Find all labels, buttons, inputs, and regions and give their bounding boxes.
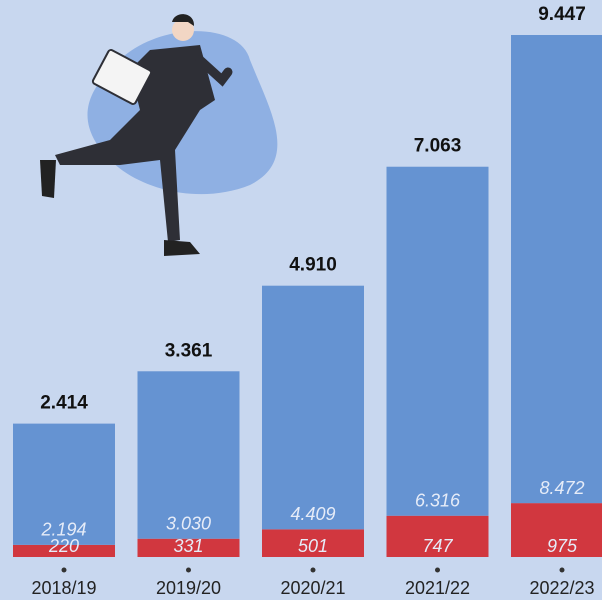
total-label: 2.414 <box>40 393 88 414</box>
segment-label: 220 <box>48 536 79 556</box>
x-tick-label: 2018/19 <box>31 578 96 598</box>
segment-label: 975 <box>547 536 578 556</box>
bar-segment <box>386 515 489 557</box>
total-label: 3.361 <box>165 340 213 361</box>
segment-label: 8.472 <box>539 478 584 498</box>
tick-dot <box>61 567 67 573</box>
tick-dot <box>559 567 565 573</box>
bar-segment <box>511 503 602 557</box>
x-tick-label: 2020/21 <box>280 578 345 598</box>
tick-dot <box>186 567 191 573</box>
tick-dot <box>310 567 316 573</box>
total-label: 4.910 <box>289 255 337 276</box>
bar-segment <box>137 538 240 557</box>
segment-label: 4.409 <box>290 504 335 524</box>
tick-dot <box>435 567 440 573</box>
illustration <box>40 14 278 256</box>
bar-segment <box>13 423 115 545</box>
bar-segment <box>13 544 115 557</box>
bar-segment <box>511 35 602 504</box>
total-label: 7.063 <box>414 136 462 157</box>
segment-label: 501 <box>298 536 328 556</box>
x-tick-label: 2019/20 <box>156 578 221 598</box>
segment-label: 6.316 <box>415 490 461 510</box>
bar-segment <box>262 529 364 557</box>
segment-label: 331 <box>173 536 203 556</box>
total-label: 9.447 <box>538 4 586 25</box>
bar-segment <box>137 371 240 539</box>
bar-segment <box>386 166 489 516</box>
bar-segment <box>262 285 364 530</box>
x-tick-label: 2021/22 <box>405 578 470 598</box>
segment-label: 3.030 <box>166 513 211 533</box>
segment-label: 747 <box>422 536 453 556</box>
segment-label: 2.194 <box>40 520 86 540</box>
x-tick-label: 2022/23 <box>529 578 594 598</box>
